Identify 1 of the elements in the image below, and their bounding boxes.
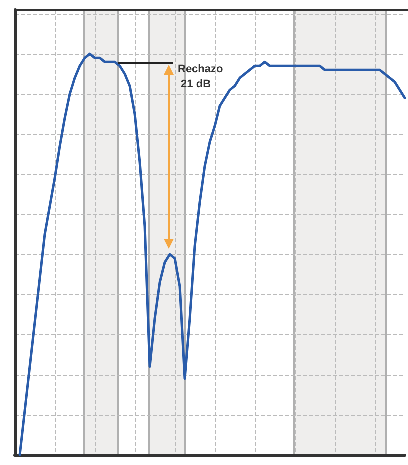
- annotation: Rechazo 21 dB: [178, 64, 224, 90]
